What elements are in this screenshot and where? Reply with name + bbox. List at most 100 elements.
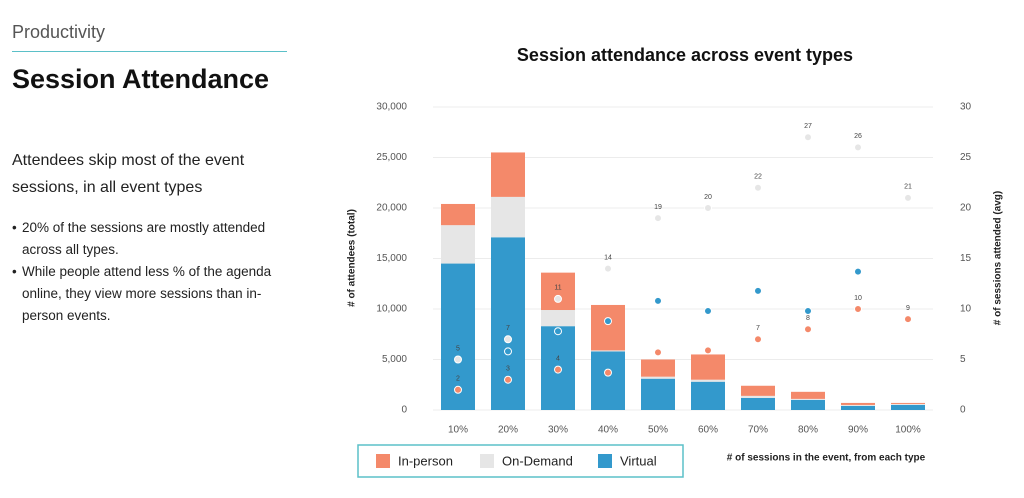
bar-segment	[541, 310, 575, 327]
y-tick-label: 0	[401, 405, 407, 416]
dot	[804, 325, 812, 334]
x-tick-label: 70%	[748, 425, 768, 436]
y2-tick-label: 5	[960, 354, 966, 365]
bar-segment	[591, 351, 625, 410]
bar-segment	[691, 379, 725, 382]
y2-tick-label: 25	[960, 152, 972, 163]
x-axis-label: # of sessions in the event, from each ty…	[727, 453, 926, 464]
dot	[804, 133, 812, 142]
dot	[904, 193, 912, 202]
bar-segment	[491, 152, 525, 197]
y-tick-label: 10,000	[376, 304, 407, 315]
bar-segment	[591, 304, 625, 351]
dot	[604, 368, 612, 377]
y-tick-label: 25,000	[376, 152, 407, 163]
dot	[504, 347, 512, 356]
bar-segment	[741, 395, 775, 398]
chart-title: Session attendance across event types	[517, 45, 853, 65]
dot	[804, 307, 812, 316]
dot-label: 9	[906, 305, 910, 312]
dot	[504, 375, 512, 384]
dot-label: 21	[904, 184, 912, 191]
dot-label: 8	[806, 315, 810, 322]
dot-label: 22	[754, 174, 762, 181]
page-title: Session Attendance	[12, 64, 270, 94]
dot	[754, 286, 762, 295]
legend-swatch	[480, 454, 494, 468]
dot-label: 5	[456, 345, 460, 352]
y-tick-label: 30,000	[376, 102, 407, 113]
bar-segment	[841, 402, 875, 405]
dot	[654, 214, 662, 223]
section-label: Productivity	[12, 22, 287, 52]
dot	[754, 335, 762, 344]
left-panel: Productivity Session Attendance Attendee…	[12, 22, 287, 327]
y2-tick-label: 10	[960, 304, 972, 315]
bar-segment	[491, 196, 525, 238]
dot-label: 20	[704, 194, 712, 201]
dot-label: 14	[604, 254, 612, 261]
dot	[904, 315, 912, 324]
x-tick-label: 50%	[648, 425, 668, 436]
bar-segment	[891, 403, 925, 405]
x-tick-label: 10%	[448, 425, 468, 436]
bar-segment	[441, 203, 475, 226]
dot	[454, 385, 462, 394]
dot	[454, 355, 462, 364]
dot	[754, 183, 762, 192]
bar-segment	[691, 354, 725, 380]
dot	[654, 348, 662, 357]
y-tick-label: 15,000	[376, 253, 407, 264]
y-axis-label: # of attendees (total)	[347, 209, 358, 307]
bar-segment	[641, 378, 675, 410]
x-tick-label: 20%	[498, 425, 518, 436]
dot	[704, 204, 712, 212]
bar-segment	[741, 397, 775, 410]
dot	[554, 365, 562, 374]
dot-label: 27	[804, 123, 812, 130]
bar-segment	[791, 398, 825, 400]
bullet-list: 20% of the sessions are mostly attended …	[12, 217, 287, 327]
legend-swatch	[376, 454, 390, 468]
bar-segment	[641, 359, 675, 377]
bar-segment	[491, 237, 525, 410]
y2-axis-label: # of sessions attended (avg)	[993, 191, 1004, 325]
x-tick-label: 30%	[548, 425, 568, 436]
dot	[554, 294, 562, 303]
y2-tick-label: 15	[960, 253, 972, 264]
x-tick-label: 80%	[798, 425, 818, 436]
x-tick-label: 40%	[598, 425, 618, 436]
x-tick-label: 90%	[848, 425, 868, 436]
legend-label: Virtual	[620, 453, 657, 468]
dot-label: 2	[456, 376, 460, 383]
y-tick-label: 5,000	[382, 354, 407, 365]
y2-tick-label: 20	[960, 203, 972, 214]
dot	[704, 307, 712, 316]
bar-segment	[791, 399, 825, 410]
y-tick-label: 20,000	[376, 203, 407, 214]
bar-segment	[791, 391, 825, 399]
dot-label: 26	[854, 133, 862, 140]
bar-segment	[741, 385, 775, 396]
bar-segment	[841, 405, 875, 410]
dot	[854, 143, 862, 152]
bar-segment	[641, 376, 675, 379]
dot-label: 3	[506, 366, 510, 373]
dot	[704, 346, 712, 355]
bar-segment	[591, 350, 625, 352]
y2-tick-label: 0	[960, 405, 966, 416]
x-tick-label: 60%	[698, 425, 718, 436]
dot	[854, 305, 862, 313]
dot	[654, 296, 662, 305]
bar-segment	[541, 272, 575, 311]
legend-label: On-Demand	[502, 453, 573, 468]
bar-segment	[691, 381, 725, 410]
dot-label: 4	[556, 355, 560, 362]
dot-label: 19	[654, 204, 662, 211]
y2-tick-label: 30	[960, 102, 972, 113]
bar-segment	[441, 225, 475, 264]
dot	[604, 317, 612, 326]
lead-text: Attendees skip most of the event session…	[12, 152, 245, 196]
